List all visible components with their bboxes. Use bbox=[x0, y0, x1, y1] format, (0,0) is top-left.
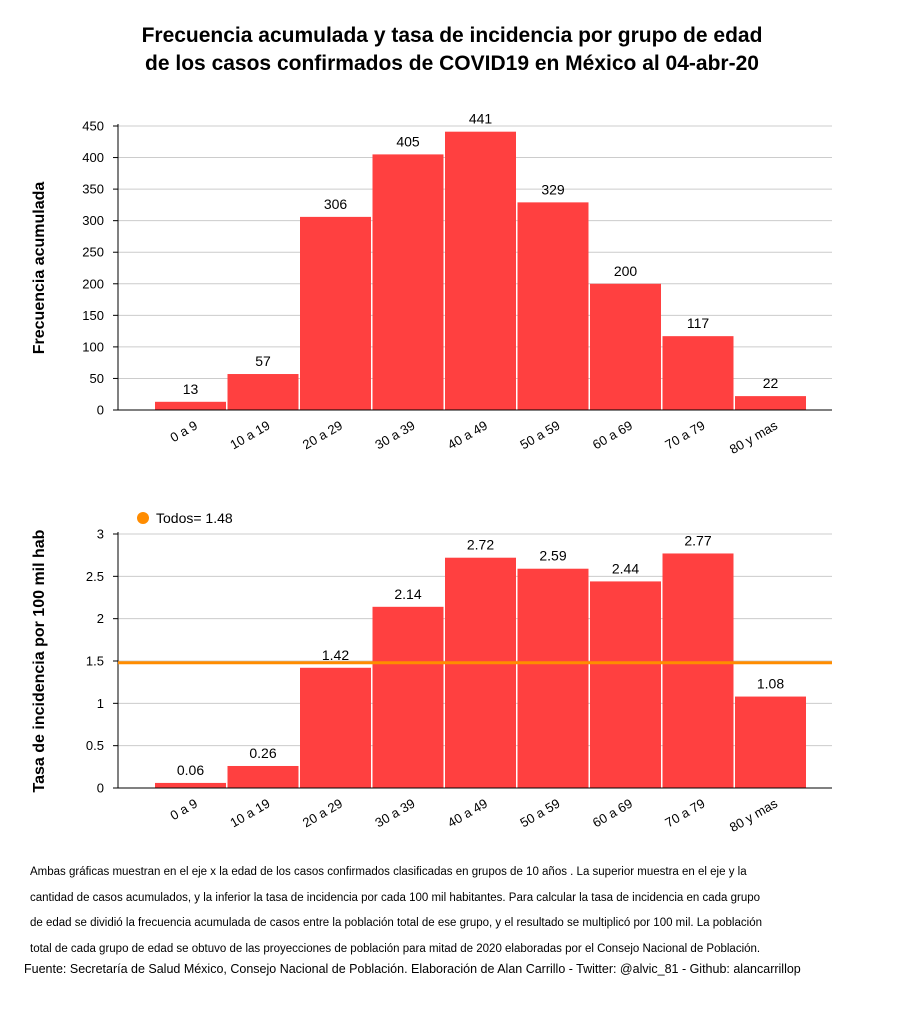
chart2-value-label: 0.26 bbox=[249, 745, 276, 761]
chart1-xtick-label: 50 a 59 bbox=[517, 418, 562, 453]
chart2-xtick-label: 20 a 29 bbox=[300, 796, 345, 831]
chart2-value-label: 2.14 bbox=[394, 586, 421, 602]
chart1-ytick-label: 350 bbox=[82, 182, 104, 197]
chart1-bar bbox=[372, 154, 444, 410]
notes-line-4: total de cada grupo de edad se obtuvo de… bbox=[30, 942, 761, 955]
chart2-legend-label: Todos= 1.48 bbox=[156, 510, 233, 526]
chart2-ytick-label: 2.5 bbox=[86, 569, 104, 584]
chart1-xtick-label: 80 y mas bbox=[727, 417, 781, 457]
chart2-ytick-label: 3 bbox=[97, 527, 104, 542]
chart-title-line-1: Frecuencia acumulada y tasa de incidenci… bbox=[141, 24, 763, 47]
chart2-xtick-label: 80 y mas bbox=[727, 795, 781, 835]
chart1-xtick-label: 60 a 69 bbox=[590, 418, 635, 453]
chart2-bar bbox=[735, 696, 806, 788]
chart2-value-label: 0.06 bbox=[177, 762, 204, 778]
chart1-xtick-label: 20 a 29 bbox=[300, 418, 345, 453]
chart2-ytick-label: 1.5 bbox=[86, 654, 104, 669]
notes-line-1: Ambas gráficas muestran en el eje x la e… bbox=[30, 866, 747, 878]
chart2-xtick-label: 10 a 19 bbox=[227, 796, 272, 831]
chart1-bar bbox=[735, 396, 806, 410]
chart2-ytick-label: 1 bbox=[97, 696, 104, 711]
chart1-value-label: 441 bbox=[469, 111, 493, 127]
chart2-value-label: 1.08 bbox=[757, 676, 784, 692]
chart2-value-label: 2.59 bbox=[539, 548, 566, 564]
chart2-bar bbox=[517, 568, 589, 788]
chart2-value-label: 2.44 bbox=[612, 560, 639, 576]
methodology-notes: Ambas gráficas muestran en el eje x la e… bbox=[30, 860, 880, 962]
chart2-value-label: 1.42 bbox=[322, 647, 349, 663]
chart1-xtick-label: 30 a 39 bbox=[372, 418, 417, 453]
chart1-bar bbox=[445, 131, 516, 410]
chart1-bar bbox=[155, 401, 226, 410]
chart1-ytick-label: 100 bbox=[82, 339, 104, 354]
chart2-bar bbox=[590, 581, 661, 788]
chart1-ytick-label: 150 bbox=[82, 308, 104, 323]
chart2-legend-marker bbox=[137, 512, 149, 524]
chart2-ytick-label: 0.5 bbox=[86, 738, 104, 753]
chart-title: Frecuencia acumulada y tasa de incidenci… bbox=[0, 22, 904, 78]
chart1-bar bbox=[590, 283, 661, 410]
chart2-value-label: 2.77 bbox=[684, 532, 711, 548]
chart1-value-label: 306 bbox=[324, 196, 348, 212]
chart1-value-label: 329 bbox=[541, 181, 565, 197]
chart2-bar bbox=[662, 553, 734, 788]
chart2-ytick-label: 2 bbox=[97, 611, 104, 626]
chart2-xtick-label: 40 a 49 bbox=[445, 796, 490, 831]
chart1-bar bbox=[662, 336, 734, 410]
chart1-xtick-label: 40 a 49 bbox=[445, 418, 490, 453]
chart1-ytick-label: 200 bbox=[82, 276, 104, 291]
chart1-value-label: 22 bbox=[763, 375, 779, 391]
chart2-bar bbox=[372, 606, 444, 788]
chart1-xtick-label: 10 a 19 bbox=[227, 418, 272, 453]
chart1-ytick-label: 0 bbox=[97, 403, 104, 418]
chart2-ytick-label: 0 bbox=[97, 781, 104, 796]
chart1-ytick-label: 250 bbox=[82, 245, 104, 260]
chart1-value-label: 13 bbox=[183, 381, 199, 397]
chart1-xtick-label: 0 a 9 bbox=[167, 418, 200, 445]
chart2-y-axis-label: Tasa de incidencia por 100 mil hab bbox=[31, 529, 48, 792]
chart2-xtick-label: 60 a 69 bbox=[590, 796, 635, 831]
chart-title-line-2: de los casos confirmados de COVID19 en M… bbox=[145, 52, 759, 75]
chart1-ytick-label: 400 bbox=[82, 150, 104, 165]
chart2-xtick-label: 0 a 9 bbox=[167, 796, 200, 823]
chart2-xtick-label: 30 a 39 bbox=[372, 796, 417, 831]
chart2-bar bbox=[155, 782, 226, 788]
chart1-ytick-label: 450 bbox=[82, 119, 104, 134]
chart2-value-label: 2.72 bbox=[467, 537, 494, 553]
chart1-value-label: 117 bbox=[687, 315, 710, 331]
notes-line-3: de edad se dividió la frecuencia acumula… bbox=[30, 917, 762, 929]
chart1-bar bbox=[300, 216, 371, 410]
chart1-ytick-label: 50 bbox=[90, 371, 104, 386]
chart1-bar bbox=[227, 374, 299, 410]
chart1-bar bbox=[517, 202, 589, 410]
chart1-ytick-label: 300 bbox=[82, 213, 104, 228]
chart1-y-axis-label: Frecuencia acumulada bbox=[31, 182, 48, 355]
chart2-xtick-label: 70 a 79 bbox=[662, 796, 707, 831]
chart2-bar bbox=[445, 557, 516, 788]
chart2-xtick-label: 50 a 59 bbox=[517, 796, 562, 831]
notes-line-2: cantidad de casos acumulados, y la infer… bbox=[30, 891, 761, 904]
chart1-value-label: 200 bbox=[614, 263, 638, 279]
chart2-bar bbox=[227, 765, 299, 788]
chart2-bar bbox=[300, 667, 371, 788]
source-credit: Fuente: Secretaría de Salud México, Cons… bbox=[24, 962, 801, 976]
chart1-xtick-label: 70 a 79 bbox=[662, 418, 707, 453]
chart1-value-label: 405 bbox=[396, 133, 420, 149]
chart1-value-label: 57 bbox=[255, 353, 271, 369]
